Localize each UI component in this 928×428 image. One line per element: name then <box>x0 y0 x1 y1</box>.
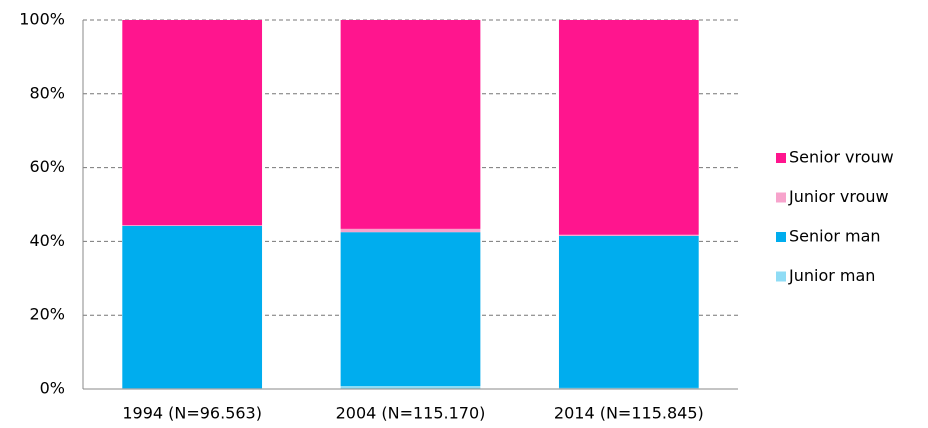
legend-swatch <box>776 271 786 282</box>
y-tick-label: 0% <box>40 379 65 398</box>
y-tick-label: 100% <box>19 10 65 29</box>
bar-segment <box>340 232 481 387</box>
bar-segment <box>558 387 699 389</box>
bar-segment <box>340 386 481 389</box>
legend-label: Junior man <box>788 266 875 285</box>
bar-segment <box>558 20 699 235</box>
y-tick-label: 60% <box>29 157 65 176</box>
x-tick-label: 2004 (N=115.170) <box>336 404 486 423</box>
bar-segment <box>340 228 481 233</box>
legend-swatch <box>776 153 786 163</box>
bar-segment <box>122 20 263 226</box>
legend-swatch <box>776 192 786 203</box>
bar-segment <box>340 20 481 229</box>
legend-label: Senior man <box>789 227 881 246</box>
y-tick-label: 20% <box>29 305 65 324</box>
y-tick-label: 80% <box>29 83 65 102</box>
legend-swatch <box>776 232 786 242</box>
bar-segment <box>558 234 699 236</box>
x-tick-label: 1994 (N=96.563) <box>122 404 262 423</box>
x-tick-label: 2014 (N=115.845) <box>554 404 704 423</box>
legend-label: Senior vrouw <box>789 148 894 167</box>
y-tick-label: 40% <box>29 231 65 250</box>
bar-segment <box>122 225 263 226</box>
bar-segment <box>558 235 699 388</box>
bar-segment <box>122 225 263 389</box>
legend-label: Junior vrouw <box>788 187 889 206</box>
